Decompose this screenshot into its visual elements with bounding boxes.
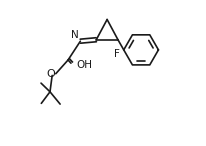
Text: OH: OH xyxy=(76,60,92,70)
Text: F: F xyxy=(114,49,120,59)
Text: O: O xyxy=(46,69,55,79)
Text: N: N xyxy=(71,31,78,40)
